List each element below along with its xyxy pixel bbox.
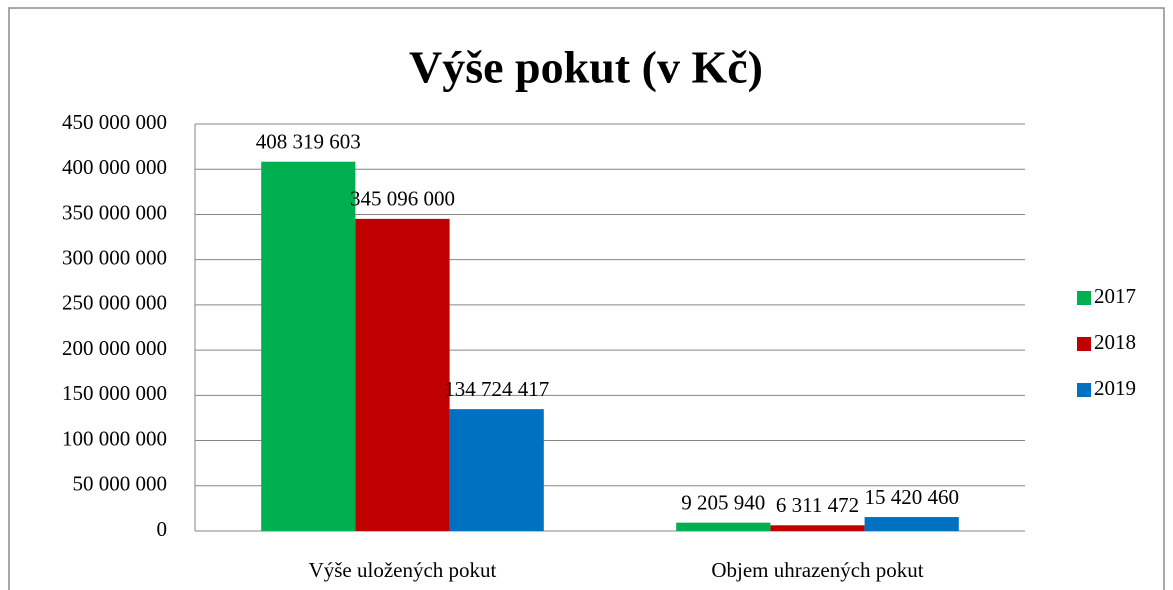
y-tick-label: 150 000 000 bbox=[62, 381, 167, 405]
y-tick-label: 200 000 000 bbox=[62, 336, 167, 360]
bar bbox=[261, 161, 356, 531]
data-label: 9 205 940 bbox=[681, 490, 765, 514]
legend-swatch bbox=[1077, 337, 1091, 351]
legend-swatch bbox=[1077, 383, 1091, 397]
bar bbox=[355, 218, 450, 532]
legend-label: 2018 bbox=[1094, 330, 1136, 354]
data-label: 408 319 603 bbox=[256, 130, 361, 154]
y-tick-label: 350 000 000 bbox=[62, 200, 167, 224]
y-tick-label: 300 000 000 bbox=[62, 245, 167, 269]
data-label: 345 096 000 bbox=[350, 187, 455, 211]
y-tick-label: 0 bbox=[157, 517, 168, 541]
y-tick-label: 450 000 000 bbox=[62, 110, 167, 134]
legend-label: 2017 bbox=[1094, 284, 1136, 308]
data-label: 134 724 417 bbox=[444, 377, 549, 401]
bar bbox=[770, 525, 865, 531]
chart-title: Výše pokut (v Kč) bbox=[409, 42, 763, 93]
y-tick-label: 250 000 000 bbox=[62, 291, 167, 315]
y-tick-label: 50 000 000 bbox=[73, 472, 168, 496]
chart-border bbox=[8, 7, 1165, 590]
legend-swatch bbox=[1077, 291, 1091, 305]
x-tick-label: Výše uložených pokut bbox=[309, 558, 497, 582]
bar bbox=[864, 517, 959, 531]
y-tick-label: 400 000 000 bbox=[62, 155, 167, 179]
y-tick-label: 100 000 000 bbox=[62, 426, 167, 450]
x-tick-label: Objem uhrazených pokut bbox=[711, 558, 923, 582]
legend-label: 2019 bbox=[1094, 376, 1136, 400]
data-label: 15 420 460 bbox=[864, 485, 959, 509]
bar bbox=[449, 409, 544, 531]
data-label: 6 311 472 bbox=[776, 493, 859, 517]
bar bbox=[676, 522, 771, 531]
